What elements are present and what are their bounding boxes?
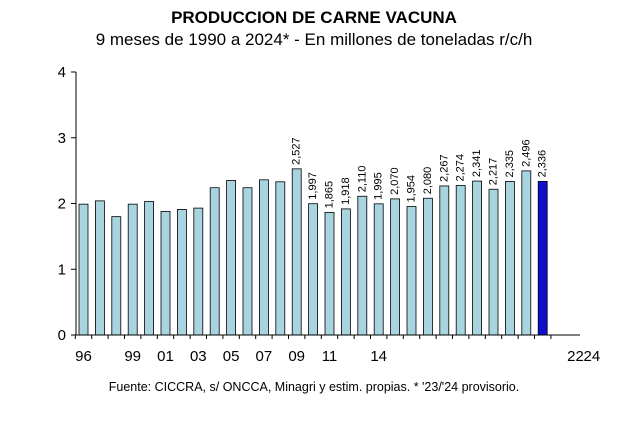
bar-1990 bbox=[78, 203, 89, 336]
bar-2005 bbox=[324, 211, 335, 336]
bar-1991 bbox=[95, 200, 105, 336]
data-label-2012: 2,267 bbox=[438, 154, 450, 182]
bars bbox=[78, 168, 548, 336]
x-tick-label: 11 bbox=[322, 348, 338, 365]
bar-2013 bbox=[455, 185, 466, 336]
bar-2012 bbox=[439, 185, 450, 336]
y-axis: 0 1 2 3 4 bbox=[58, 64, 77, 344]
data-label-2016: 2,335 bbox=[504, 150, 516, 178]
x-tick-label: 05 bbox=[223, 348, 240, 365]
x-tick-label: 99 bbox=[124, 348, 141, 365]
y-tick-label: 3 bbox=[58, 130, 66, 147]
bar-1998 bbox=[209, 187, 220, 336]
x-tick-label: 96 bbox=[75, 348, 92, 365]
x-axis: 96 99 01 03 05 07 09 11 14 22 24 bbox=[74, 334, 601, 365]
bar-2009 bbox=[390, 198, 401, 336]
bar-2006 bbox=[340, 208, 351, 336]
bar-1996 bbox=[176, 209, 187, 336]
x-tick-label: 03 bbox=[190, 348, 207, 365]
bar-2003 bbox=[291, 168, 302, 336]
bar-2008 bbox=[373, 203, 384, 336]
data-label-2018: 2,336 bbox=[537, 150, 549, 178]
x-tick-label: 24 bbox=[584, 348, 601, 365]
bar-2011 bbox=[422, 197, 433, 336]
data-label-2005: 1,865 bbox=[324, 181, 336, 209]
data-label-2013: 2,274 bbox=[455, 154, 467, 182]
data-label-2010: 1,954 bbox=[406, 175, 418, 203]
bar-1993 bbox=[127, 203, 138, 336]
bar-1995 bbox=[160, 210, 171, 336]
bar-2014 bbox=[472, 180, 483, 336]
data-label-2007: 2,110 bbox=[356, 166, 368, 193]
y-tick-label: 1 bbox=[58, 261, 66, 278]
data-label-2011: 2,080 bbox=[422, 167, 434, 195]
bar-1999 bbox=[226, 180, 237, 336]
bar-2017 bbox=[521, 170, 532, 336]
x-tick-label: 22 bbox=[567, 348, 584, 365]
bar-2018 bbox=[537, 181, 548, 336]
data-label-2009: 2,070 bbox=[389, 167, 401, 195]
data-label-2017: 2,496 bbox=[520, 139, 532, 167]
bar-1992 bbox=[111, 216, 122, 336]
bar-2002 bbox=[275, 181, 286, 336]
data-label-2015: 2,217 bbox=[488, 158, 500, 186]
data-label-2004: 1,997 bbox=[307, 172, 319, 200]
x-tick-label: 14 bbox=[370, 348, 387, 365]
data-label-2008: 1,995 bbox=[373, 172, 385, 200]
data-label-2003: 2,527 bbox=[291, 137, 303, 165]
x-tick-label: 07 bbox=[256, 348, 273, 365]
y-tick-label: 4 bbox=[58, 64, 66, 81]
data-labels: 2,527 1,997 1,865 1,918 2,110 1,995 2,070 1,954… bbox=[291, 137, 549, 208]
data-label-2006: 1,918 bbox=[340, 177, 352, 205]
bar-1997 bbox=[193, 207, 204, 336]
x-tick-label: 09 bbox=[288, 348, 305, 365]
chart-subtitle: 9 meses de 1990 a 2024* - En millones de… bbox=[95, 30, 533, 49]
x-tick-label: 01 bbox=[157, 348, 174, 365]
bar-2010 bbox=[406, 206, 417, 336]
bar-2015 bbox=[488, 188, 499, 336]
bar-2001 bbox=[258, 179, 269, 336]
bar-2004 bbox=[308, 203, 319, 336]
y-tick-label: 2 bbox=[58, 196, 66, 213]
bar-2016 bbox=[504, 181, 515, 336]
chart-title: PRODUCCION DE CARNE VACUNA bbox=[171, 8, 457, 27]
chart-footnote: Fuente: CICCRA, s/ ONCCA, Minagri y esti… bbox=[108, 380, 520, 394]
bar-1994 bbox=[144, 201, 155, 336]
bar-2007 bbox=[357, 195, 368, 336]
y-tick-label: 0 bbox=[58, 327, 66, 344]
data-label-2014: 2,341 bbox=[471, 150, 483, 178]
bar-2000 bbox=[242, 187, 253, 336]
